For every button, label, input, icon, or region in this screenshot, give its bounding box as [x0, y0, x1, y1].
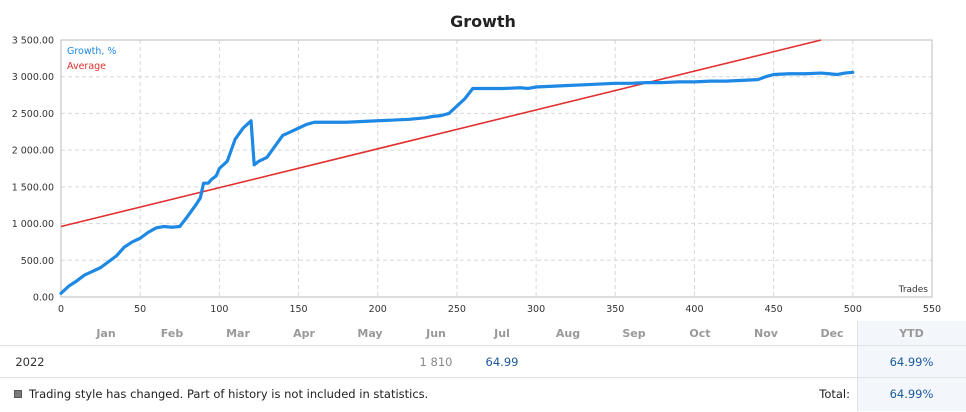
month-header-feb: Feb [160, 326, 184, 340]
x-tick-label: 450 [765, 304, 783, 315]
month-header-sep: Sep [622, 326, 646, 340]
y-tick-label: 2 000.00 [12, 146, 54, 157]
x-tick-label: 300 [527, 304, 545, 315]
x-tick-label: 500 [844, 304, 862, 315]
y-tick-label: 1 500.00 [12, 182, 54, 193]
month-header-jun: Jun [426, 326, 446, 340]
chart-series [59, 39, 855, 295]
x-axis-label: Trades [898, 285, 929, 295]
x-tick-label: 200 [369, 304, 387, 315]
y-axis-ticks: 0.00 500.00 1 000.00 1 500.00 2 000.00 2 500.… [12, 36, 54, 304]
history-note: Trading style has changed. Part of histo… [14, 377, 428, 411]
x-tick-label: 350 [606, 304, 624, 315]
chart-grid [61, 40, 932, 297]
chart-title: Growth [450, 12, 516, 31]
footer-row: Trading style has changed. Part of histo… [0, 377, 966, 411]
history-note-text: Trading style has changed. Part of histo… [29, 387, 429, 401]
month-value-jul: 64.99 [485, 354, 519, 369]
y-tick-label: 0.00 [33, 293, 54, 304]
y-tick-label: 3 000.00 [12, 72, 54, 83]
ytd-header: YTD [899, 326, 924, 340]
monthly-returns-table: YTD Jan Feb Mar Apr May Jun Jul Aug Sep Oct Nov Dec… [0, 321, 966, 412]
month-header-oct: Oct [689, 326, 711, 340]
x-axis-ticks: 0 50 100 150 200 250 300 350 400 450 500 550 [58, 304, 941, 315]
x-tick-label: 150 [289, 304, 307, 315]
chart-legend: Growth, % Average [67, 46, 116, 72]
x-tick-label: 550 [923, 304, 941, 315]
ytd-value: 64.99% [889, 354, 934, 369]
x-tick-label: 100 [210, 304, 228, 315]
total-label: Total: [819, 387, 850, 401]
series-line-growth [59, 70, 855, 295]
month-header-may: May [357, 326, 383, 340]
total-value: 64.99% [889, 387, 934, 401]
month-header-dec: Dec [820, 326, 844, 340]
month-header-jul: Jul [494, 326, 510, 340]
x-tick-label: 0 [58, 304, 64, 315]
month-header-mar: Mar [226, 326, 250, 340]
x-tick-label: 50 [134, 304, 146, 315]
series-line-average [60, 39, 822, 228]
info-icon [14, 390, 22, 398]
month-header-apr: Apr [293, 326, 315, 340]
year-row: 2022 64.99% 1 810 64.99 [0, 345, 966, 378]
year-label: 2022 [15, 354, 45, 369]
month-header-aug: Aug [555, 326, 581, 340]
legend-average: Average [67, 61, 106, 72]
x-tick-label: 400 [685, 304, 703, 315]
ytd-column [857, 321, 966, 411]
plot-area [60, 39, 933, 298]
y-tick-label: 3 500.00 [12, 36, 54, 47]
growth-chart: Growth 0.00 500.00 1 000.00 1 500.00 2 000.0… [12, 12, 941, 315]
y-tick-label: 500.00 [21, 256, 54, 267]
month-header-jan: Jan [96, 326, 116, 340]
legend-growth: Growth, % [67, 46, 116, 57]
month-header-nov: Nov [754, 326, 778, 340]
x-tick-label: 250 [448, 304, 466, 315]
month-value-jun: 1 810 [419, 354, 453, 369]
month-header-row: YTD Jan Feb Mar Apr May Jun Jul Aug Sep Oct Nov Dec [0, 321, 966, 345]
y-tick-label: 2 500.00 [12, 109, 54, 120]
y-tick-label: 1 000.00 [12, 219, 54, 230]
